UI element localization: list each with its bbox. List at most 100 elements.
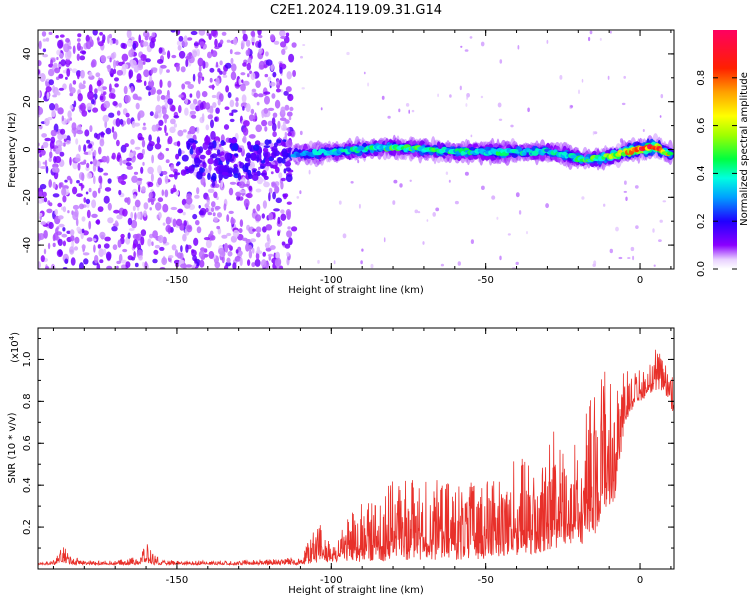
noise-speckle	[635, 225, 639, 230]
noise-blob	[109, 57, 112, 63]
band-blob	[248, 173, 253, 179]
noise-blob	[48, 221, 54, 230]
noise-speckle	[299, 190, 302, 195]
noise-blob	[257, 93, 264, 98]
noise-blob	[38, 233, 42, 242]
noise-blob	[111, 126, 115, 133]
noise-blob	[160, 95, 166, 100]
noise-blob	[264, 73, 269, 78]
noise-blob	[249, 238, 257, 243]
noise-speckle	[361, 248, 364, 252]
noise-blob	[167, 80, 172, 88]
noise-blob	[227, 251, 233, 257]
noise-blob	[45, 266, 50, 269]
noise-blob	[167, 225, 171, 235]
noise-blob	[272, 71, 277, 78]
noise-blob	[241, 94, 247, 103]
noise-blob	[137, 211, 141, 220]
noise-blob	[86, 139, 91, 144]
noise-blob	[264, 126, 268, 132]
noise-blob	[85, 40, 92, 50]
noise-blob	[165, 216, 171, 225]
noise-blob	[262, 251, 267, 257]
noise-blob	[288, 53, 295, 63]
noise-blob	[264, 95, 270, 105]
noise-blob	[92, 158, 97, 166]
noise-blob	[92, 107, 99, 113]
noise-blob	[217, 212, 222, 218]
noise-blob	[57, 39, 64, 49]
noise-blob	[72, 204, 80, 210]
noise-blob	[81, 228, 85, 234]
noise-blob	[158, 119, 164, 126]
noise-blob	[116, 110, 121, 116]
snr-panel: -150 -100 -50 0 0.2 0.4 0.6 0.8 1.0 Height of str…	[7, 327, 675, 596]
noise-blob	[120, 144, 127, 153]
snr-ylabel: SNR (10 * v/v)	[7, 412, 18, 483]
noise-blob	[44, 118, 50, 126]
noise-blob	[159, 246, 165, 251]
noise-speckle	[491, 195, 496, 200]
noise-blob	[62, 206, 67, 213]
noise-blob	[40, 221, 47, 226]
noise-blob	[229, 118, 235, 123]
noise-blob	[280, 209, 285, 214]
noise-blob	[39, 73, 46, 82]
noise-blob	[225, 85, 230, 93]
noise-blob	[72, 80, 77, 85]
noise-blob	[186, 133, 193, 140]
noise-blob	[99, 95, 104, 101]
noise-blob	[156, 136, 161, 145]
noise-blob	[40, 255, 45, 263]
noise-blob	[74, 236, 80, 244]
band-blob	[220, 140, 225, 146]
noise-blob	[42, 48, 47, 53]
noise-blob	[80, 69, 85, 79]
noise-blob	[283, 90, 289, 96]
noise-speckle	[627, 257, 631, 259]
noise-blob	[86, 209, 91, 219]
noise-blob	[62, 83, 67, 90]
noise-blob	[121, 264, 127, 269]
noise-blob	[268, 212, 274, 221]
noise-blob	[76, 42, 81, 51]
colorbar: 0.0 0.2 0.4 0.6 0.8 Normalized spectral ampl…	[696, 30, 750, 277]
noise-speckle	[399, 183, 403, 188]
noise-blob	[56, 56, 59, 61]
noise-blob	[165, 159, 170, 164]
x-tick-label: -100	[320, 275, 343, 286]
noise-blob	[117, 239, 122, 248]
colorbar-tick-label: 0.6	[696, 118, 707, 134]
noise-speckle	[498, 118, 503, 122]
colorbar-gradient	[713, 30, 737, 269]
noise-blob	[213, 191, 218, 199]
noise-speckle	[426, 219, 429, 222]
noise-blob	[118, 189, 122, 196]
noise-blob	[108, 33, 112, 39]
noise-blob	[96, 263, 101, 269]
noise-blob	[107, 178, 112, 184]
noise-blob	[245, 39, 251, 47]
noise-blob	[107, 34, 110, 44]
noise-blob	[61, 115, 64, 122]
noise-blob	[112, 131, 118, 140]
noise-blob	[167, 136, 173, 145]
noise-blob	[122, 61, 125, 65]
noise-blob	[256, 246, 260, 254]
noise-speckle	[465, 103, 468, 107]
noise-blob	[242, 33, 248, 42]
noise-blob	[98, 146, 102, 155]
noise-blob	[169, 126, 176, 134]
noise-speckle	[302, 44, 306, 46]
noise-blob	[130, 211, 134, 219]
noise-blob	[103, 91, 107, 95]
noise-blob	[52, 234, 56, 242]
noise-blob	[52, 242, 56, 248]
noise-blob	[124, 95, 131, 103]
noise-blob	[221, 31, 227, 36]
noise-blob	[273, 208, 280, 212]
noise-blob	[138, 184, 141, 193]
noise-blob	[118, 102, 122, 108]
noise-blob	[57, 107, 64, 115]
